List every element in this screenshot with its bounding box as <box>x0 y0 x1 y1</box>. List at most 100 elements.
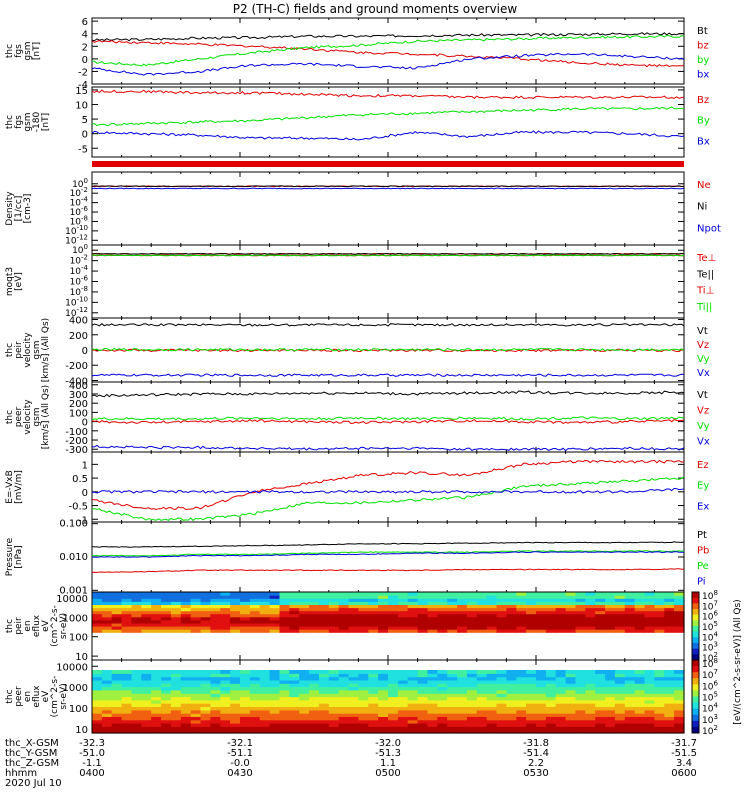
heatmap-cell <box>614 679 626 684</box>
heatmap-cell <box>624 689 636 694</box>
heatmap-cell <box>664 610 675 615</box>
legend-label: Te⊥ <box>696 253 716 264</box>
heatmap-cell <box>526 679 537 684</box>
heatmap-cell <box>92 683 103 688</box>
colorbar-tick: 107 <box>702 668 718 681</box>
heatmap-cell <box>220 719 231 724</box>
heatmap-cell <box>447 729 458 734</box>
heatmap-cell <box>200 592 211 596</box>
heatmap-cell <box>180 729 192 734</box>
heatmap-cell <box>240 719 251 724</box>
heatmap-cell <box>516 604 527 609</box>
heatmap-cell <box>368 723 379 727</box>
heatmap-cell <box>299 693 310 698</box>
heatmap-cell <box>190 706 202 711</box>
heatmap-cell <box>358 619 369 624</box>
heatmap-cell <box>506 598 517 602</box>
heatmap-cell <box>634 716 646 721</box>
heatmap-cell <box>654 693 665 698</box>
heatmap-cell <box>309 622 320 627</box>
heatmap-cell <box>111 626 123 630</box>
heatmap-cell <box>131 696 142 701</box>
heatmap-cell <box>240 592 251 596</box>
heatmap-cell <box>565 626 577 630</box>
x-row-value: 0600 <box>671 768 696 779</box>
heatmap-cell <box>348 622 359 627</box>
heatmap-cell <box>358 683 369 688</box>
heatmap-cell <box>92 713 103 717</box>
heatmap-cell <box>397 699 409 704</box>
heatmap-cell <box>378 607 389 612</box>
heatmap-cell <box>526 604 537 609</box>
heatmap-cell <box>92 689 103 694</box>
heatmap-cell <box>338 604 350 609</box>
heatmap-cell <box>397 683 409 688</box>
heatmap-cell <box>496 676 507 681</box>
heatmap-cell <box>141 726 152 731</box>
heatmap-cell <box>407 719 419 724</box>
y-tick-label: 10-2 <box>70 254 88 267</box>
heatmap-cell <box>605 709 616 714</box>
heatmap-cell <box>289 629 300 633</box>
heatmap-cell <box>101 713 113 717</box>
panel-4 <box>91 244 685 319</box>
heatmap-cell <box>151 607 162 612</box>
heatmap-cell <box>170 716 182 721</box>
heatmap-cell <box>259 729 271 734</box>
heatmap-cell <box>674 713 685 717</box>
series-line <box>92 34 685 67</box>
heatmap-cell <box>605 729 616 734</box>
y-axis-label: peir <box>14 617 24 635</box>
heatmap-cell <box>585 703 596 707</box>
heatmap-cell <box>318 683 330 688</box>
heatmap-cell <box>526 699 537 704</box>
heatmap-cell <box>595 699 606 704</box>
panel-frame <box>91 521 685 593</box>
heatmap-cell <box>397 601 409 605</box>
y-axis-label: thc <box>5 619 15 633</box>
series-line <box>91 551 685 558</box>
heatmap-cell <box>269 616 281 621</box>
heatmap-cell <box>348 729 359 734</box>
heatmap-cell <box>644 686 655 691</box>
heatmap-cell <box>289 729 300 734</box>
heatmap-cell <box>151 595 162 599</box>
heatmap-cell <box>92 709 103 714</box>
heatmap-cell <box>536 696 547 701</box>
heatmap-cell <box>644 616 655 621</box>
heatmap-cell <box>170 676 182 681</box>
heatmap-cell <box>249 709 261 714</box>
heatmap-cell <box>230 716 241 721</box>
heatmap-cell <box>170 629 182 633</box>
heatmap-cell <box>378 729 389 734</box>
heatmap-cell <box>565 703 577 707</box>
heatmap-cell <box>486 693 498 698</box>
heatmap-cell <box>338 592 350 596</box>
heatmap-cell <box>397 622 409 627</box>
heatmap-cell <box>506 699 517 704</box>
legend-label: Pt <box>697 530 707 541</box>
heatmap-cell <box>279 696 290 701</box>
heatmap-cell <box>378 723 389 727</box>
heatmap-cell <box>565 673 577 678</box>
heatmap-cell <box>506 679 517 684</box>
colorbar-tick: 106 <box>702 679 718 692</box>
heatmap-cell <box>674 689 685 694</box>
heatmap-cell <box>536 713 547 717</box>
heatmap-cell <box>249 683 261 688</box>
heatmap-cell <box>634 706 646 711</box>
heatmap-cell <box>476 595 488 599</box>
heatmap-cell <box>121 723 133 727</box>
heatmap-cell <box>605 592 616 596</box>
heatmap-cell <box>624 726 636 731</box>
heatmap-cell <box>545 729 557 734</box>
heatmap-cell <box>506 595 517 599</box>
heatmap-cell <box>299 619 310 624</box>
heatmap-cell <box>378 670 389 674</box>
heatmap-cell <box>624 616 636 621</box>
heatmap-cell <box>121 729 133 734</box>
legend-label: Vz <box>697 406 709 417</box>
heatmap-cell <box>486 616 498 621</box>
heatmap-cell <box>299 626 310 630</box>
colorbar-cell <box>692 696 699 704</box>
